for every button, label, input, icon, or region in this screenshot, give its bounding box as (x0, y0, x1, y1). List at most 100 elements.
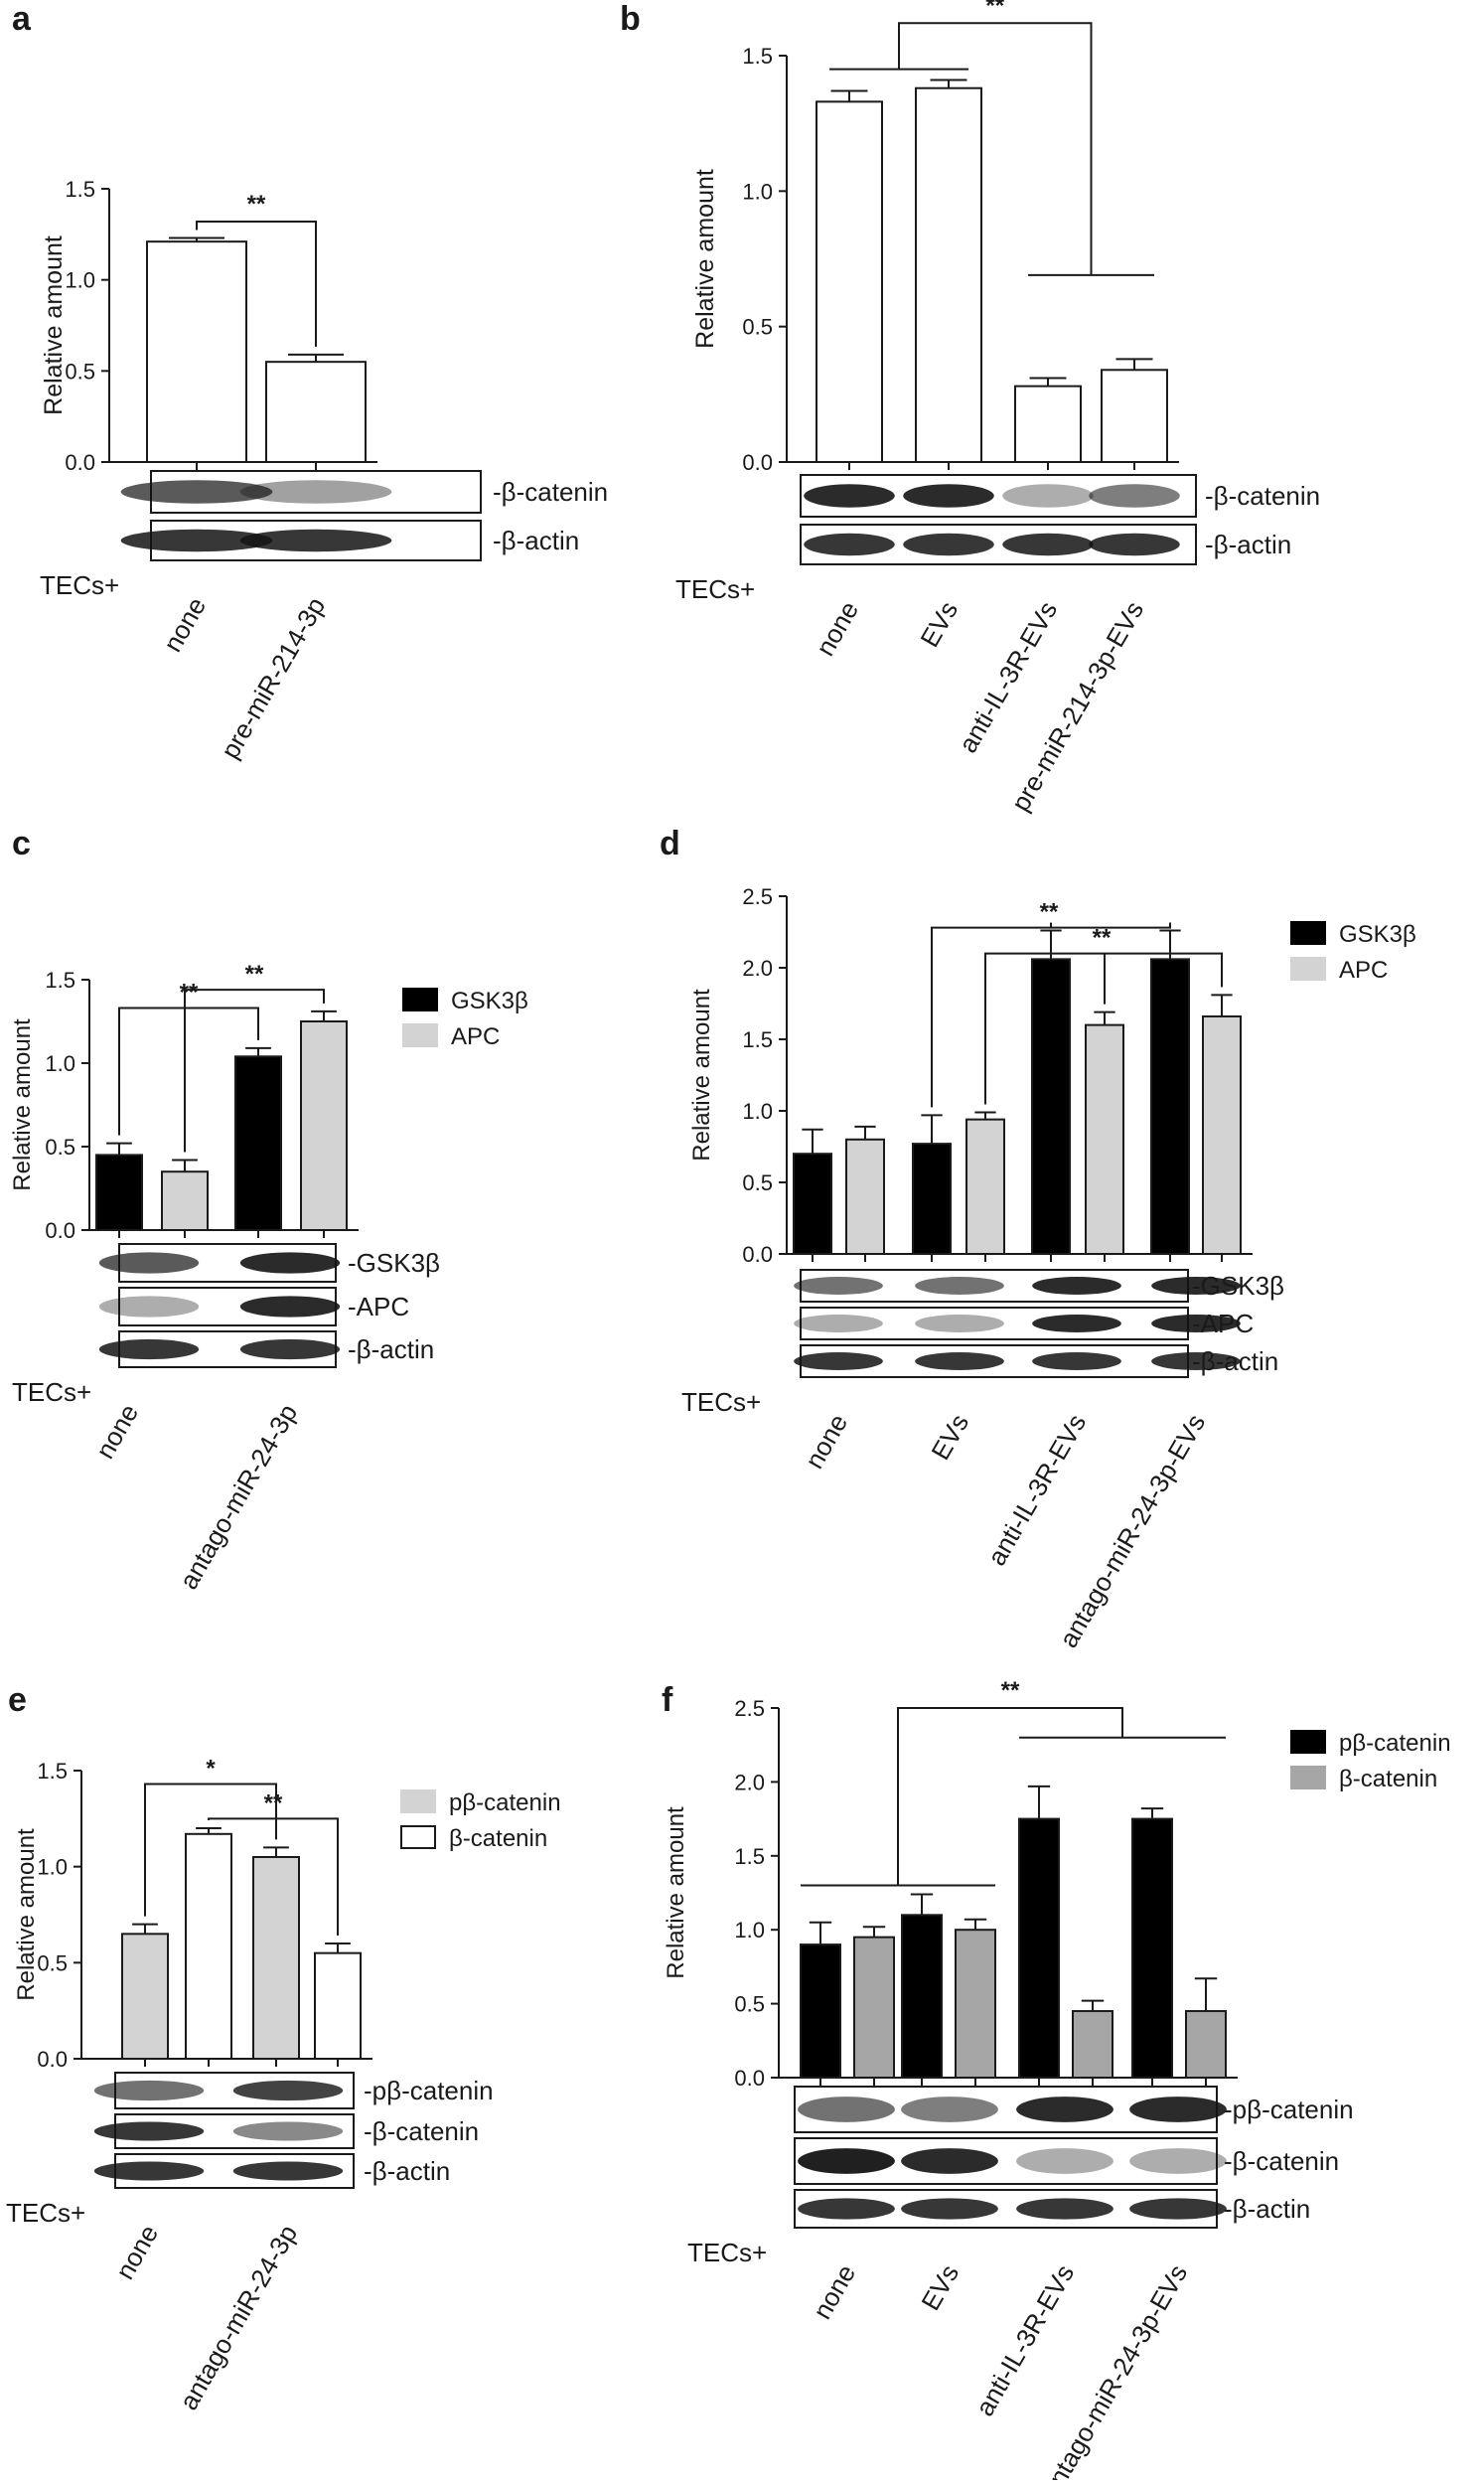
significance-label: ** (1093, 925, 1112, 952)
y-tick-label: 1.0 (45, 1051, 75, 1076)
blot-label: -GSK3β (348, 1248, 440, 1278)
blot-label: -APC (348, 1292, 409, 1321)
blot-band (239, 1296, 341, 1318)
panel-letter: f (662, 1681, 673, 1719)
legend-label: GSK3β (451, 988, 528, 1014)
bar-catenin-1 (915, 86, 982, 463)
blot-label: -β-catenin (364, 2116, 479, 2146)
category-label: anti-IL-3R-EVs (969, 2259, 1080, 2421)
panel-letter: b (620, 0, 641, 38)
bar-APC-0 (845, 1138, 885, 1256)
y-tick-label: 2.0 (742, 956, 773, 981)
y-tick-label: 2.5 (734, 1696, 765, 1721)
bar-catenin-1 (955, 1929, 996, 2079)
category-label: EVs (925, 1409, 974, 1465)
bar-catenin-1 (314, 1951, 362, 2060)
y-tick-label: 0.0 (742, 450, 773, 475)
blot-label: -β-actin (1205, 530, 1291, 559)
blot-band (901, 2198, 998, 2220)
bar-catenin-2 (1072, 2010, 1113, 2080)
blot-band (232, 2161, 344, 2181)
significance-label: * (206, 1756, 216, 1783)
bar-catenin-3 (1101, 369, 1168, 463)
blot-band (98, 1252, 200, 1274)
bar-catenin-1 (265, 361, 367, 463)
blot-band (93, 2121, 205, 2141)
bar-GSK3-0 (95, 1154, 143, 1232)
blot-label: -APC (1192, 1309, 1254, 1338)
panel-f: f 0.0 0.5 1.0 1.5 2.0 2.5 Relative amount ** pβ-c… (662, 1677, 1451, 2485)
blot-band (901, 2097, 998, 2122)
bar-catenin-3 (1185, 2010, 1227, 2080)
bar-catenin-0 (853, 1936, 895, 2080)
blot-label: -β-actin (1224, 2194, 1310, 2224)
blot-band (798, 2148, 895, 2174)
blot-band (903, 533, 994, 556)
y-tick-label: 1.0 (734, 1918, 765, 1942)
blot-band (1129, 2148, 1227, 2174)
y-tick-label: 1.5 (37, 1759, 68, 1784)
blot-label: -β-actin (348, 1334, 434, 1364)
blot-label: -β-actin (1192, 1346, 1278, 1376)
blot-band (1032, 1352, 1121, 1370)
bar-APC-3 (1202, 1014, 1242, 1256)
blot-band (1089, 533, 1180, 556)
category-label: anti-IL-3R-EVs (981, 1409, 1092, 1571)
blot-band (93, 2080, 205, 2101)
significance-bracket (144, 1783, 277, 1917)
significance-label: ** (1001, 1677, 1020, 1704)
significance-label: ** (264, 1789, 283, 1816)
blot-band (232, 2121, 344, 2141)
y-tick-label: 0.5 (45, 1135, 75, 1160)
blot-band (903, 484, 994, 508)
category-label: antago-miR-24-3p (173, 2220, 303, 2414)
significance-bracket (898, 22, 1093, 275)
blot-band (1151, 1277, 1241, 1295)
blot-band (804, 533, 895, 556)
significance-bracket (118, 1007, 259, 1136)
y-tick-label: 0.5 (742, 1170, 773, 1195)
panel-a: a 0.0 0.5 1.0 1.5 Relative amount ** -β-catenin… (12, 0, 608, 764)
y-tick-label: 1.5 (742, 44, 773, 69)
y-tick-label: 0.0 (742, 1242, 773, 1267)
bar-APC-1 (965, 1118, 1005, 1256)
blot-band (1002, 484, 1094, 508)
legend-swatch (1290, 1766, 1326, 1789)
significance-label: ** (985, 0, 1004, 19)
significance-bracket (184, 989, 325, 1153)
legend-swatch (1290, 1730, 1326, 1754)
blot-band (915, 1315, 1004, 1332)
blot-band (1151, 1352, 1241, 1370)
significance-bracket (208, 1817, 339, 1936)
blot-band (1016, 2198, 1113, 2220)
blot-band (1129, 2097, 1227, 2122)
legend-label: GSK3β (1339, 921, 1416, 948)
y-tick-label: 2.5 (742, 884, 773, 909)
blot-band (120, 480, 273, 504)
bar-APC-1 (300, 1020, 348, 1231)
blot-band (798, 2097, 895, 2122)
y-axis-label: Relative amount (691, 169, 719, 349)
y-tick-label: 1.5 (45, 968, 75, 993)
blot-band (1002, 533, 1094, 556)
category-label: EVs (915, 2259, 965, 2315)
blot-band (901, 2148, 998, 2174)
panel-b: b 0.0 0.5 1.0 1.5 Relative amount ** -β-catenin… (620, 0, 1320, 816)
panel-letter: c (12, 825, 31, 862)
blot-band (794, 1277, 883, 1295)
legend-swatch (400, 1825, 436, 1849)
bar-GSK3-1 (912, 1143, 952, 1255)
y-tick-label: 1.5 (734, 1844, 765, 1869)
legend-label: APC (1339, 957, 1388, 984)
y-tick-label: 0.5 (65, 359, 95, 384)
bar-pcatenin-1 (901, 1914, 943, 2079)
legend-swatch (402, 988, 438, 1011)
category-label: none (810, 596, 864, 661)
bar-pcatenin-0 (800, 1943, 841, 2079)
blot-band (794, 1352, 883, 1370)
blot-label: -pβ-catenin (364, 2076, 494, 2105)
blot-band (232, 2080, 344, 2101)
prefix-label: TECs+ (6, 2198, 85, 2228)
